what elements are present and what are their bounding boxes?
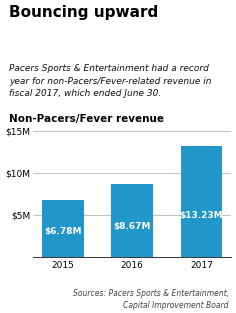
- Text: $8.67M: $8.67M: [114, 222, 151, 231]
- Text: Pacers Sports & Entertainment had a record
year for non-Pacers/Fever-related rev: Pacers Sports & Entertainment had a reco…: [9, 64, 212, 98]
- Text: Sources: Pacers Sports & Entertainment,
Capital Improvement Board: Sources: Pacers Sports & Entertainment, …: [73, 289, 229, 310]
- Text: Bouncing upward: Bouncing upward: [9, 5, 159, 20]
- Bar: [181, 146, 222, 257]
- Bar: [111, 184, 153, 257]
- Text: $13.23M: $13.23M: [180, 211, 223, 220]
- Text: $6.78M: $6.78M: [44, 227, 82, 236]
- Bar: [42, 200, 84, 257]
- Text: Non-Pacers/Fever revenue: Non-Pacers/Fever revenue: [9, 114, 164, 124]
